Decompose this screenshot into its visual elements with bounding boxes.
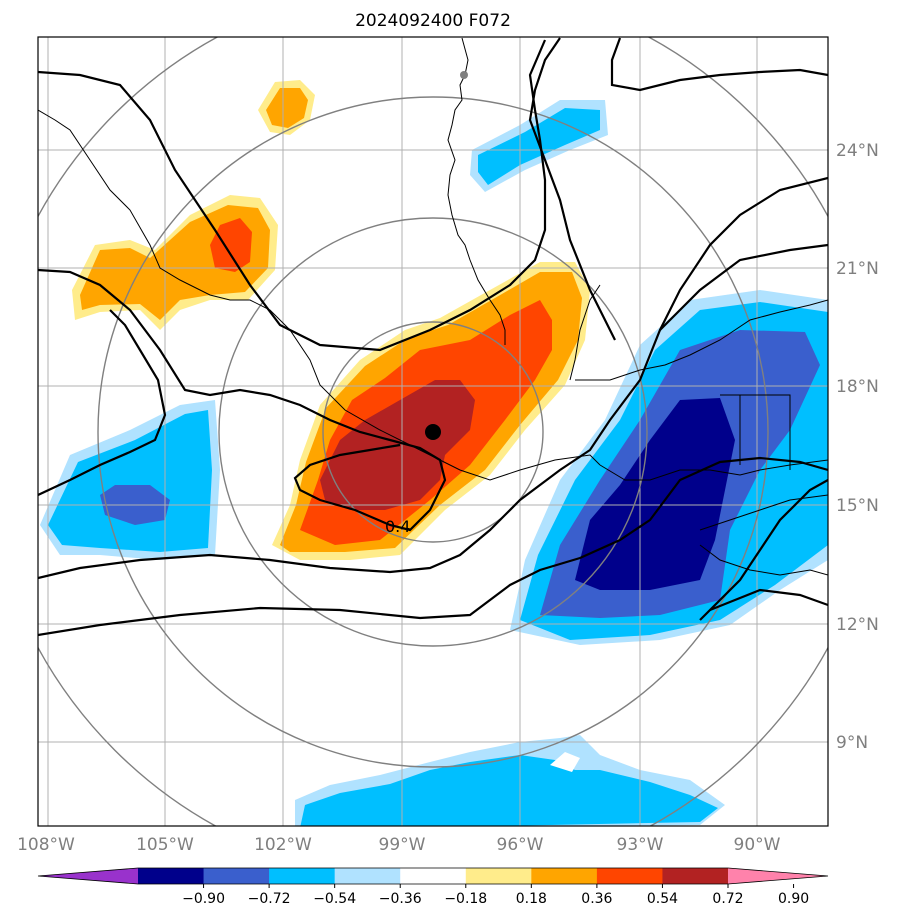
range-rings bbox=[38, 37, 828, 826]
map-area: 0.4 bbox=[38, 37, 828, 826]
colorbar-box bbox=[531, 868, 598, 884]
colorbar-extend-high bbox=[728, 868, 828, 884]
lon-tick-labels: 108°W 105°W 102°W 99°W 96°W 93°W 90°W bbox=[17, 835, 781, 855]
colorbar-tick-label: 0.72 bbox=[712, 891, 743, 907]
contour-line bbox=[610, 37, 828, 92]
gridlines bbox=[38, 37, 828, 826]
colorbar-box bbox=[334, 868, 401, 884]
colorbar-tick-label: 0.18 bbox=[516, 891, 547, 907]
map-frame bbox=[37, 36, 829, 827]
colorbar-tick-label: −0.36 bbox=[379, 891, 422, 907]
lat-label: 18°N bbox=[836, 377, 879, 397]
lat-label: 24°N bbox=[836, 141, 879, 161]
reference-point-marker bbox=[460, 71, 468, 79]
range-ring bbox=[97, 96, 769, 768]
colorbar-tick-label: −0.72 bbox=[248, 891, 291, 907]
contour-line bbox=[38, 268, 447, 532]
country-border bbox=[720, 394, 791, 470]
lon-label: 93°W bbox=[617, 835, 664, 855]
contour-line bbox=[38, 309, 167, 496]
colorbar-tick-label: 0.54 bbox=[647, 891, 678, 907]
colorbar-tick-label: 0.90 bbox=[778, 891, 809, 907]
contour-line bbox=[699, 479, 828, 621]
contour-label: 0.4 bbox=[385, 517, 410, 536]
colorbar-tick-label: 0.36 bbox=[581, 891, 612, 907]
lon-label: 96°W bbox=[497, 835, 544, 855]
colorbar-box bbox=[138, 868, 205, 884]
northwest-positive-region-moderate bbox=[210, 218, 252, 272]
lat-label: 12°N bbox=[836, 615, 879, 635]
lon-label: 105°W bbox=[136, 835, 194, 855]
coastline-mexico-pacific bbox=[38, 109, 601, 481]
colorbar-box bbox=[662, 868, 729, 884]
lat-label: 15°N bbox=[836, 496, 879, 516]
lat-tick-labels: 24°N 21°N 18°N 15°N 12°N 9°N bbox=[836, 141, 879, 753]
north-positive-region-weak bbox=[266, 88, 308, 128]
south-negative-region-weak bbox=[300, 755, 718, 826]
range-ring bbox=[322, 321, 544, 543]
colorbar-tick-label: −0.54 bbox=[313, 891, 356, 907]
lon-label: 102°W bbox=[254, 835, 312, 855]
coastline-islands bbox=[699, 544, 828, 576]
coastline-gulf-west bbox=[447, 37, 506, 345]
contour-line bbox=[659, 243, 828, 331]
storm-center-marker bbox=[425, 424, 441, 440]
colorbar: −0.90 −0.72 −0.54 −0.36 −0.18 0.18 0.36 0.54 0.7… bbox=[37, 867, 829, 907]
colorbar-outline bbox=[37, 867, 829, 885]
colorbar-box bbox=[400, 868, 467, 884]
lon-label: 108°W bbox=[17, 835, 75, 855]
colorbar-tick-label: −0.18 bbox=[444, 891, 487, 907]
colorbar-box bbox=[465, 868, 532, 884]
south-negative-hole bbox=[550, 752, 580, 772]
contour-line bbox=[528, 37, 616, 341]
lat-label: 21°N bbox=[836, 259, 879, 279]
colorbar-box bbox=[596, 868, 663, 884]
contours bbox=[38, 37, 828, 637]
contour-line bbox=[38, 176, 828, 580]
lon-label: 99°W bbox=[379, 835, 426, 855]
positive-field bbox=[72, 80, 590, 560]
colorbar-box bbox=[203, 868, 270, 884]
contour-line bbox=[709, 588, 828, 612]
range-ring bbox=[218, 217, 648, 647]
colorbar-box bbox=[269, 868, 336, 884]
contour-line bbox=[38, 456, 828, 637]
west-negative-region-weak bbox=[48, 410, 212, 552]
colorbar-extend-low bbox=[38, 868, 138, 884]
map-title: 2024092400 F072 bbox=[355, 11, 511, 31]
lat-label: 9°N bbox=[836, 733, 868, 753]
lon-label: 90°W bbox=[734, 835, 781, 855]
colorbar-tick-label: −0.90 bbox=[182, 891, 225, 907]
